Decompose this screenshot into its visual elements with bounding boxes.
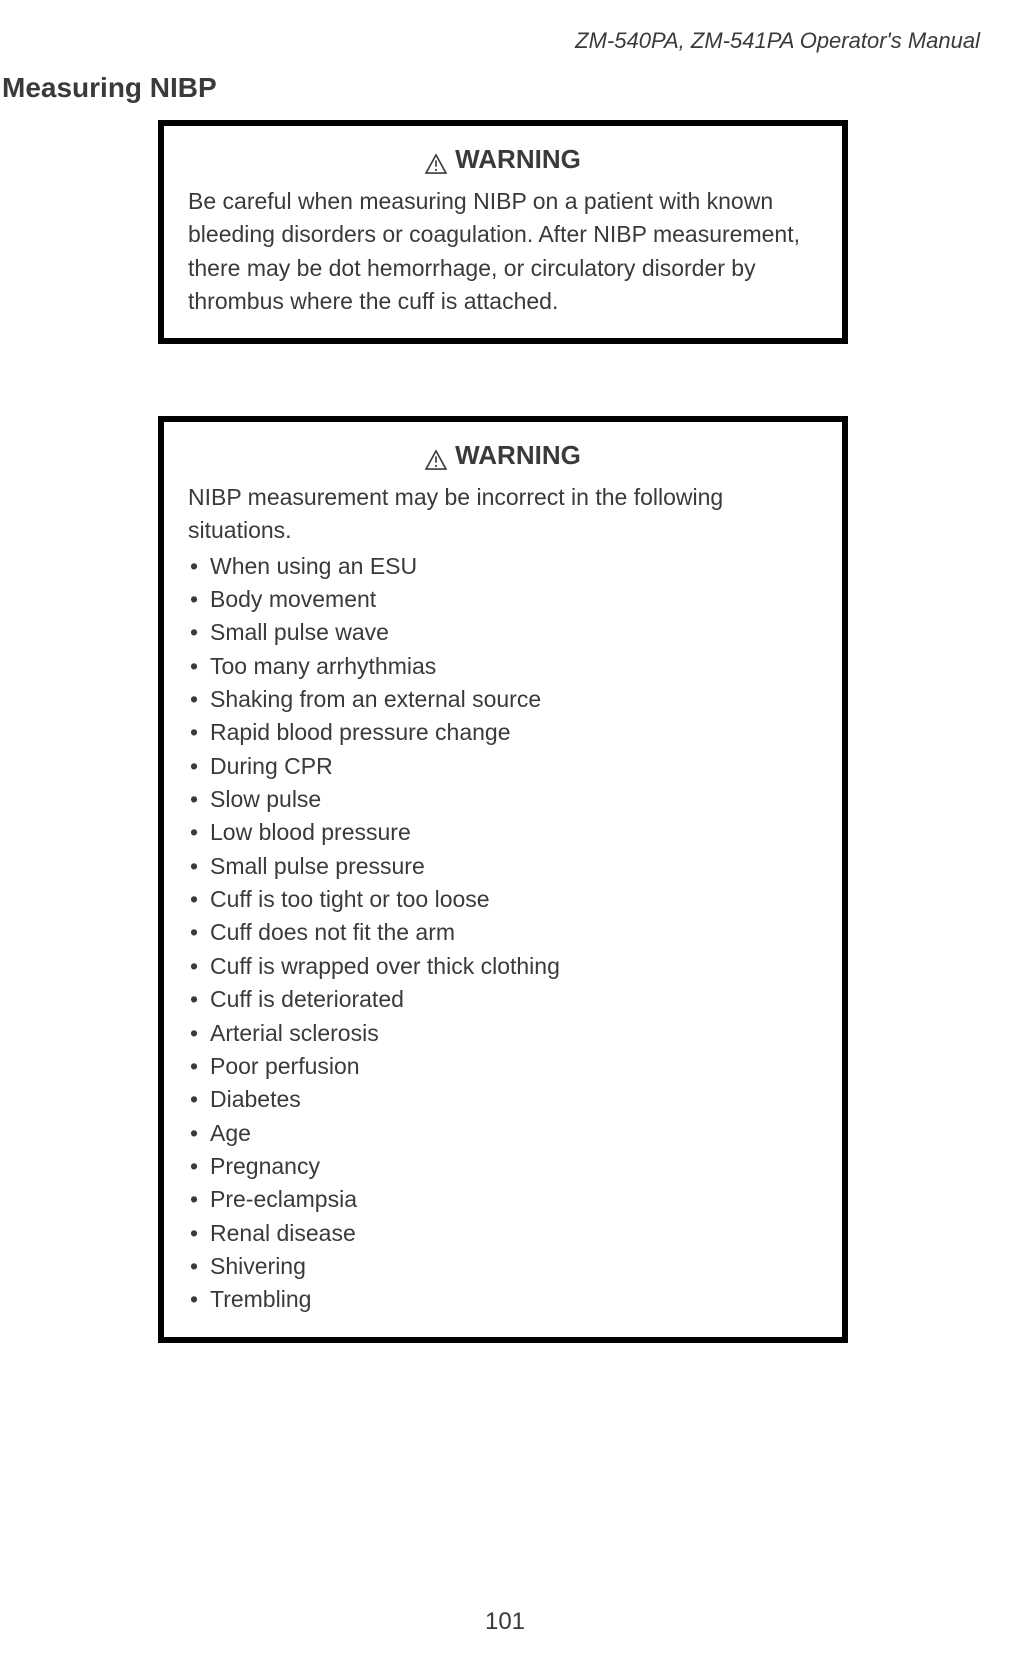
- warning-intro-2: NIBP measurement may be incorrect in the…: [188, 481, 818, 548]
- list-item: Cuff does not fit the arm: [188, 916, 818, 949]
- list-item: Low blood pressure: [188, 816, 818, 849]
- list-item: Arterial sclerosis: [188, 1017, 818, 1050]
- list-item: During CPR: [188, 750, 818, 783]
- list-item: Body movement: [188, 583, 818, 616]
- list-item: Age: [188, 1117, 818, 1150]
- warning-box-1: WARNING Be careful when measuring NIBP o…: [158, 120, 848, 344]
- list-item: Cuff is too tight or too loose: [188, 883, 818, 916]
- list-item: Small pulse wave: [188, 616, 818, 649]
- list-item: When using an ESU: [188, 550, 818, 583]
- warning-triangle-icon: [425, 446, 447, 466]
- warning-box-2: WARNING NIBP measurement may be incorrec…: [158, 416, 848, 1343]
- list-item: Cuff is deteriorated: [188, 983, 818, 1016]
- list-item: Slow pulse: [188, 783, 818, 816]
- list-item: Small pulse pressure: [188, 850, 818, 883]
- warning-triangle-icon: [425, 150, 447, 170]
- warning-heading-1: WARNING: [188, 144, 818, 175]
- warning-bullet-list: When using an ESUBody movementSmall puls…: [188, 550, 818, 1317]
- list-item: Shivering: [188, 1250, 818, 1283]
- list-item: Poor perfusion: [188, 1050, 818, 1083]
- list-item: Renal disease: [188, 1217, 818, 1250]
- section-title: Measuring NIBP: [2, 72, 217, 104]
- list-item: Trembling: [188, 1283, 818, 1316]
- document-header: ZM-540PA, ZM-541PA Operator's Manual: [575, 28, 980, 54]
- list-item: Pregnancy: [188, 1150, 818, 1183]
- list-item: Pre-eclampsia: [188, 1183, 818, 1216]
- list-item: Cuff is wrapped over thick clothing: [188, 950, 818, 983]
- warning-heading-2: WARNING: [188, 440, 818, 471]
- page-number: 101: [485, 1608, 525, 1636]
- list-item: Too many arrhythmias: [188, 650, 818, 683]
- warning-label-2: WARNING: [455, 440, 581, 471]
- warning-label-1: WARNING: [455, 144, 581, 175]
- list-item: Shaking from an external source: [188, 683, 818, 716]
- warning-text-1: Be careful when measuring NIBP on a pati…: [188, 185, 818, 318]
- list-item: Rapid blood pressure change: [188, 716, 818, 749]
- list-item: Diabetes: [188, 1083, 818, 1116]
